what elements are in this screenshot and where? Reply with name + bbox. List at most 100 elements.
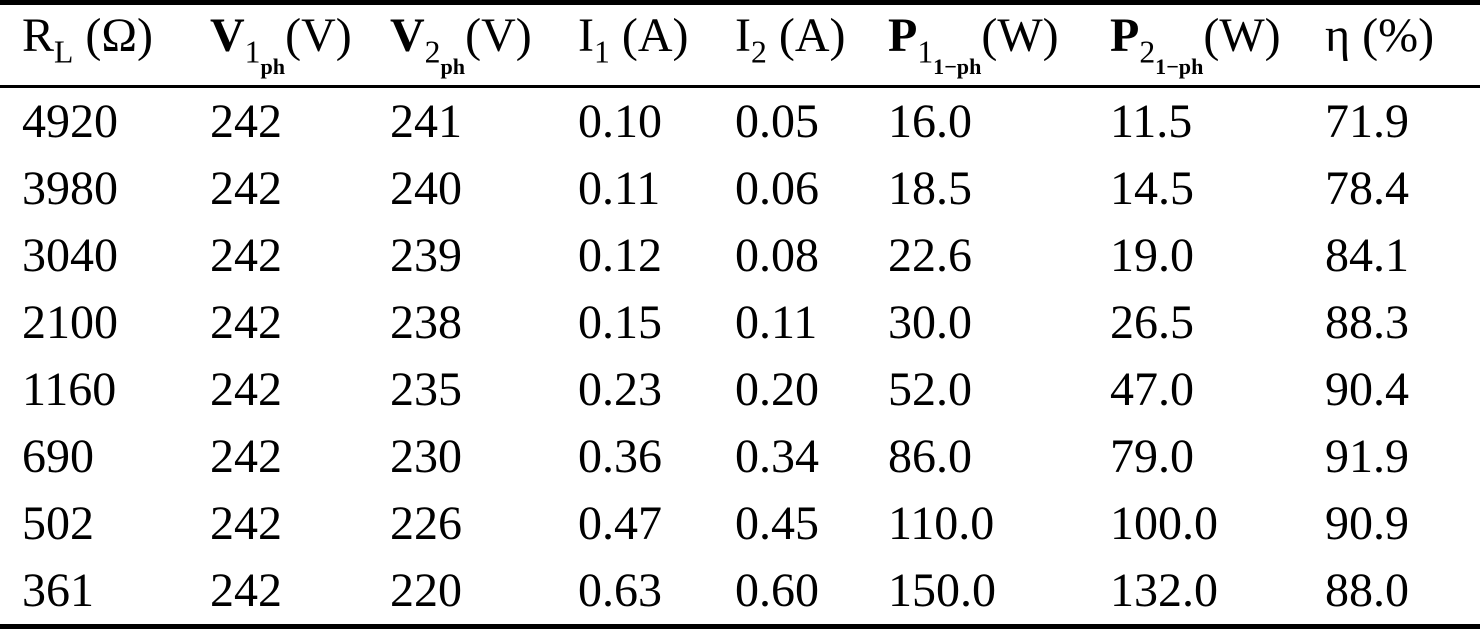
table-cell: 90.4 [1325, 362, 1409, 416]
header-subsubscript: ph [440, 54, 466, 80]
header-subscript: 1 [244, 34, 261, 70]
table-cell: 242 [210, 429, 282, 483]
table-cell: 52.0 [888, 362, 972, 416]
table-row: 3040 242 239 0.12 0.08 22.6 19.0 84.1 [0, 222, 1480, 289]
table-cell: 242 [210, 563, 282, 617]
header-symbol: V [210, 8, 245, 62]
table-cell: 84.1 [1325, 228, 1409, 282]
table-cell: 690 [22, 429, 94, 483]
table-cell: 86.0 [888, 429, 972, 483]
table-cell: 0.36 [578, 429, 662, 483]
header-unit: (V) [465, 8, 532, 62]
table-cell: 239 [390, 228, 462, 282]
table-row: 361 242 220 0.63 0.60 150.0 132.0 88.0 [0, 557, 1480, 627]
table-cell: 100.0 [1110, 496, 1218, 550]
table-cell: 220 [390, 563, 462, 617]
table-cell: 78.4 [1325, 161, 1409, 215]
header-subscript: L [54, 34, 74, 70]
table-cell: 16.0 [888, 94, 972, 148]
header-unit: (W) [981, 8, 1059, 62]
table-cell: 240 [390, 161, 462, 215]
table-cell: 242 [210, 228, 282, 282]
table-cell: 2100 [22, 295, 118, 349]
header-row: RL (Ω) V1ph(V) V2ph(V) I1 (A) I2 (A) P11… [0, 2, 1480, 88]
col-header-v2-phase-voltage: V2ph(V) [390, 2, 578, 88]
table-cell: 26.5 [1110, 295, 1194, 349]
table-cell: 0.05 [735, 94, 819, 148]
table-cell: 0.47 [578, 496, 662, 550]
col-header-i2-current: I2 (A) [735, 2, 888, 88]
header-symbol: R [22, 8, 55, 62]
header-symbol: P [1110, 8, 1140, 62]
table-row: 1160 242 235 0.23 0.20 52.0 47.0 90.4 [0, 356, 1480, 423]
header-subscript: 2 [750, 34, 767, 70]
header-symbol: P [888, 8, 918, 62]
table-cell: 47.0 [1110, 362, 1194, 416]
table-cell: 4920 [22, 94, 118, 148]
table-cell: 0.11 [578, 161, 661, 215]
table-row: 4920 242 241 0.10 0.05 16.0 11.5 71.9 [0, 87, 1480, 156]
header-subsubscript: 1−ph [1155, 54, 1204, 80]
table-cell: 0.10 [578, 94, 662, 148]
table-cell: 0.20 [735, 362, 819, 416]
table-cell: 90.9 [1325, 496, 1409, 550]
table-cell: 3980 [22, 161, 118, 215]
table-cell: 238 [390, 295, 462, 349]
table-cell: 0.63 [578, 563, 662, 617]
table-cell: 235 [390, 362, 462, 416]
table-cell: 88.0 [1325, 563, 1409, 617]
table-cell: 0.15 [578, 295, 662, 349]
table-cell: 0.45 [735, 496, 819, 550]
col-header-p1-single-phase-power: P11−ph(W) [888, 2, 1110, 88]
table-cell: 361 [22, 563, 94, 617]
table-cell: 150.0 [888, 563, 996, 617]
header-unit: (W) [1203, 8, 1281, 62]
col-header-p2-single-phase-power: P21−ph(W) [1110, 2, 1325, 88]
table-cell: 502 [22, 496, 94, 550]
table-cell: 230 [390, 429, 462, 483]
header-symbol: I [578, 8, 594, 62]
col-header-v1-phase-voltage: V1ph(V) [210, 2, 390, 88]
table-cell: 11.5 [1110, 94, 1193, 148]
table-cell: 242 [210, 362, 282, 416]
table-cell: 242 [210, 161, 282, 215]
table-cell: 3040 [22, 228, 118, 282]
table-cell: 22.6 [888, 228, 972, 282]
header-subscript: 1 [593, 34, 610, 70]
table-row: 690 242 230 0.36 0.34 86.0 79.0 91.9 [0, 423, 1480, 490]
table-cell: 1160 [22, 362, 117, 416]
table-cell: 88.3 [1325, 295, 1409, 349]
table-cell: 0.08 [735, 228, 819, 282]
table-cell: 91.9 [1325, 429, 1409, 483]
table-row: 3980 242 240 0.11 0.06 18.5 14.5 78.4 [0, 155, 1480, 222]
table-cell: 71.9 [1325, 94, 1409, 148]
col-header-i1-current: I1 (A) [578, 2, 735, 88]
table-cell: 226 [390, 496, 462, 550]
table-cell: 19.0 [1110, 228, 1194, 282]
header-unit: (Ω) [73, 8, 154, 62]
table-cell: 132.0 [1110, 563, 1218, 617]
header-unit: (%) [1350, 8, 1435, 62]
table-cell: 18.5 [888, 161, 972, 215]
table-cell: 110.0 [888, 496, 995, 550]
table-cell: 0.60 [735, 563, 819, 617]
table-cell: 30.0 [888, 295, 972, 349]
header-symbol: η [1325, 8, 1351, 62]
header-unit: (A) [609, 8, 689, 62]
table-cell: 0.11 [735, 295, 818, 349]
table-cell: 14.5 [1110, 161, 1194, 215]
header-symbol: I [735, 8, 751, 62]
col-header-load-resistance: RL (Ω) [0, 2, 210, 88]
header-subscript: 2 [424, 34, 441, 70]
col-header-efficiency: η (%) [1325, 2, 1480, 88]
table-cell: 0.34 [735, 429, 819, 483]
header-subsubscript: ph [260, 54, 286, 80]
header-subscript: 2 [1139, 34, 1156, 70]
table-cell: 242 [210, 94, 282, 148]
table-cell: 0.06 [735, 161, 819, 215]
header-unit: (A) [766, 8, 846, 62]
table-cell: 0.23 [578, 362, 662, 416]
table-cell: 241 [390, 94, 462, 148]
header-symbol: V [390, 8, 425, 62]
